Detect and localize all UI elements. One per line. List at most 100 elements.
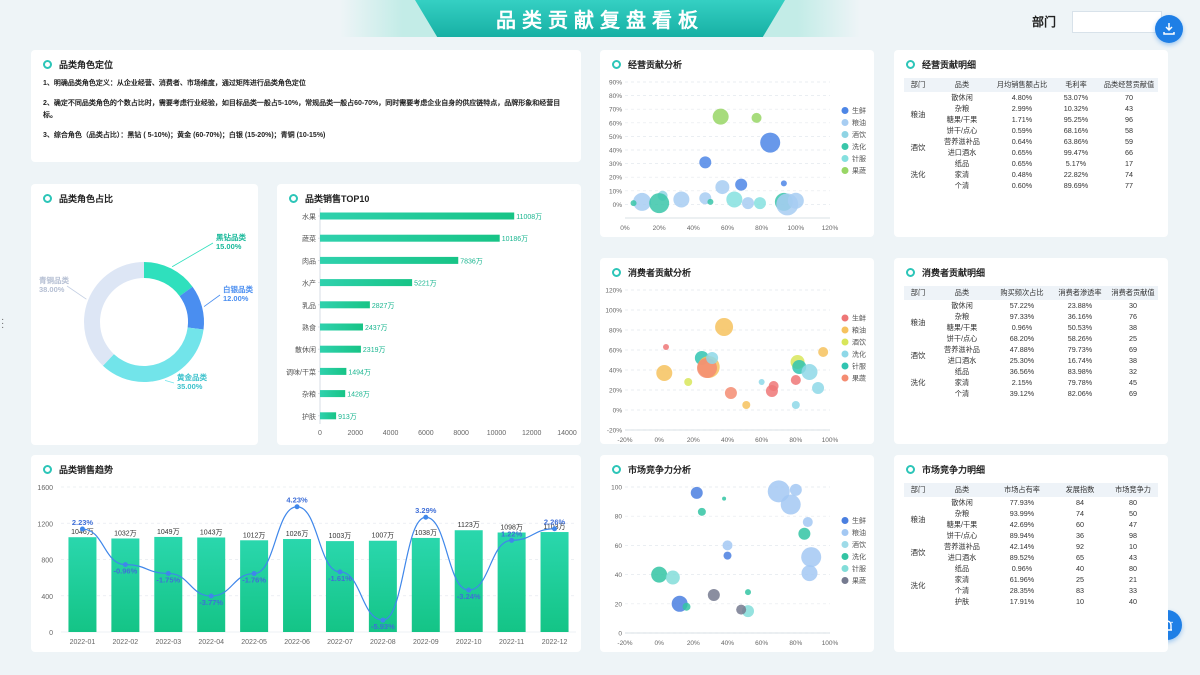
scatter-x-tick: 100% (788, 225, 805, 232)
trend-card: 品类销售趋势 0 400 800 1200 1600 1046万 2022-01 1032万 2… (31, 455, 581, 652)
table-row: 进口酒水 0.65% 99.47% 66 (904, 147, 1158, 158)
table-cell: 69 (1129, 389, 1137, 398)
table-cell: 营养滋补品 (944, 541, 980, 551)
top10-category-label: 水果 (302, 212, 316, 221)
top10-category-label: 护肤 (302, 412, 316, 421)
trend-line-label: 4.23% (286, 496, 308, 505)
table-cell: 77.93% (1009, 498, 1035, 507)
table-cell: 护肤 (954, 596, 970, 606)
donut-leader-line (203, 294, 221, 307)
intro-title: 品类角色定位 (59, 60, 114, 70)
table-cell: 进口酒水 (947, 355, 977, 365)
trend-x-tick: 2022-01 (70, 639, 96, 646)
scatter-y-tick: 100% (605, 308, 622, 315)
mkt-title: 市场竞争力分析 (628, 465, 692, 475)
table-cell: 家清 (954, 169, 970, 179)
scatter-legend-marker (841, 517, 849, 524)
scatter-bubble (707, 589, 720, 602)
table-cell: 家清 (954, 574, 970, 584)
donut-slice-value: 35.00% (177, 382, 203, 391)
top10-value-label: 1428万 (347, 391, 370, 399)
donut-slice (102, 327, 204, 382)
table-cell: 17.91% (1009, 597, 1035, 606)
table-cell: 4.80% (1011, 93, 1033, 102)
trend-y-tick: 1200 (37, 521, 53, 528)
intro-line-2: 2、确定不同品类角色的个数占比时，需要考虑行业经验，如目标品类一般占5-10%，… (43, 100, 561, 119)
donut-slice-name: 黑钻品类 (216, 232, 246, 242)
table-header-cell: 消费者渗透率 (1052, 286, 1108, 300)
download-button[interactable] (1155, 15, 1183, 43)
scatter-bubble (742, 401, 751, 409)
top10-x-tick: 12000 (522, 430, 542, 437)
top10-category-label: 水产 (302, 279, 316, 288)
table-cell: 38 (1129, 356, 1137, 365)
scatter-legend-marker (841, 529, 849, 536)
biz-scatter: 0% 10% 20% 30% 40% 50% 60% 70% 80% 90% 0% 20% 40% 60%… (609, 80, 866, 233)
intro-line-3: 3、综合角色（品类占比）：黑钻 ( 5-10%)；黄金 (60-70%)；白银 … (43, 132, 326, 139)
scatter-legend-marker (841, 350, 849, 358)
scatter-bubble (697, 507, 706, 516)
table-cell: 糖果/干果 (946, 114, 978, 124)
table-cell: 杂粮 (954, 508, 970, 518)
trend-bar (111, 538, 140, 632)
table-row: 粮油 散休闲 57.22% 23.88% 30 (904, 300, 1158, 327)
scatter-x-tick: 80% (789, 437, 802, 444)
scatter-legend-label: 果蔬 (852, 166, 866, 175)
table-row: 粮油 散休闲 77.93% 84 80 (904, 497, 1158, 524)
table-cell: 10.32% (1063, 104, 1089, 113)
scatter-legend-marker (841, 338, 849, 346)
scatter-y-tick: 80% (609, 93, 622, 100)
table-cell: 1.71% (1011, 115, 1033, 124)
top10-bar (320, 345, 361, 353)
table-row: 粮油 散休闲 4.80% 53.07% 70 (904, 92, 1158, 119)
trend-bar-label: 1026万 (286, 530, 309, 538)
scatter-bubble (684, 378, 693, 386)
trend-x-tick: 2022-09 (413, 639, 439, 646)
mkt-scatter: 0 20 40 60 80 100 -20% 0% 20% 40% 60% 80% 100% 生鲜粮油酒饮… (611, 480, 866, 647)
table-cell: 0.64% (1011, 137, 1033, 146)
ring-icon (289, 194, 298, 203)
table-header-cell: 部门 (904, 286, 932, 300)
scatter-legend-marker (841, 553, 849, 560)
table-row: 洗化 纸品 36.56% 83.98% 32 (904, 366, 1158, 388)
top10-bar (320, 256, 459, 264)
table-row: 进口酒水 89.52% 65 43 (904, 552, 1158, 563)
trend-x-tick: 2022-02 (113, 639, 139, 646)
trend-bar (454, 530, 483, 632)
table-cell: 58.26% (1067, 334, 1093, 343)
donut-title: 品类角色占比 (59, 194, 114, 204)
table-row: 饼干/点心 68.20% 58.26% 25 (904, 333, 1158, 344)
table-cell: 89.52% (1009, 553, 1035, 562)
table-row: 酒饮 营养滋补品 0.64% 63.86% 59 (904, 136, 1158, 152)
scatter-bubble (712, 108, 729, 125)
scatter-bubble (707, 198, 714, 205)
trend-bar (325, 541, 354, 632)
top10-value-label: 2319万 (363, 346, 386, 354)
top10-value-label: 7836万 (460, 257, 483, 265)
side-handle-icon[interactable]: · · · (1, 314, 5, 333)
ring-icon (906, 268, 915, 277)
table-cell: 65 (1076, 553, 1084, 562)
table-header-cell: 消费者贡献值 (1108, 286, 1158, 300)
table-cell: 28.35% (1009, 586, 1035, 595)
scatter-bubble (787, 192, 804, 209)
top10-bar (320, 367, 347, 375)
table-cell: 96 (1125, 115, 1133, 124)
trend-bar (411, 537, 440, 632)
table-cell: 79.78% (1067, 378, 1093, 387)
dept-select[interactable] (1072, 11, 1162, 33)
table-cell: 57.22% (1009, 301, 1035, 310)
scatter-bubble (753, 197, 766, 210)
table-cell: 33 (1129, 586, 1137, 595)
table-row: 进口酒水 25.30% 16.74% 38 (904, 355, 1158, 366)
table-cell: 营养滋补品 (944, 136, 980, 146)
top10-category-label: 杂粮 (302, 390, 316, 399)
table-dept-cell: 酒饮 (910, 547, 926, 557)
top10-category-label: 散休闲 (295, 345, 316, 354)
table-cell: 89.94% (1009, 531, 1035, 540)
scatter-x-tick: 80% (789, 640, 802, 647)
table-cell: 糖果/干果 (946, 322, 978, 332)
trend-line-point (380, 617, 386, 623)
cons-card: 消费者贡献分析 -20% 0% 20% 40% 60% 80% 100% 120% -20% 0%… (600, 258, 874, 444)
scatter-legend-label: 洗化 (852, 142, 866, 151)
